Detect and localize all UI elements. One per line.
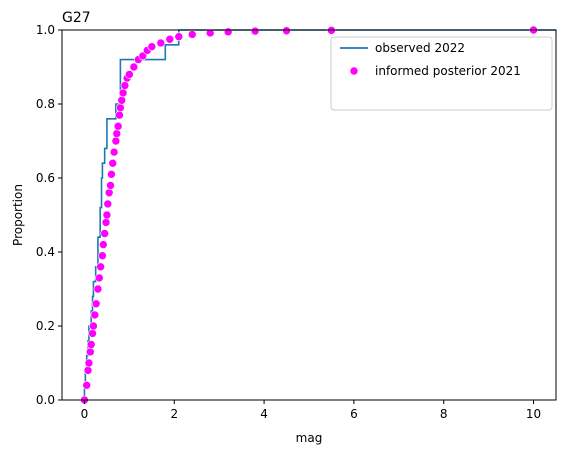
observed-ecdf-line [83,29,556,400]
legend-swatch-posterior [349,66,359,76]
chart-title: G27 [62,10,91,26]
posterior-point [112,129,122,138]
legend: observed 2022 informed posterior 2021 [330,36,553,111]
posterior-point [96,262,105,272]
axis-ticks: 0 2 4 6 8 10 0.0 0.2 0.4 0.6 0.8 1.0 [36,23,541,421]
y-tick-label: 0.8 [36,97,55,111]
posterior-point [84,358,94,368]
posterior-point [83,366,93,375]
y-tick-label: 1.0 [36,23,55,37]
x-tick-label: 6 [350,407,358,421]
posterior-point [223,27,233,37]
legend-label-posterior: informed posterior 2021 [375,64,521,78]
posterior-point [104,188,114,198]
posterior-point [205,28,215,38]
legend-label-observed: observed 2022 [375,41,465,55]
posterior-point [138,51,148,61]
posterior-point [94,273,104,283]
posterior-point [120,81,130,90]
posterior-point [115,110,124,120]
posterior-point [117,96,127,105]
posterior-point [102,210,112,220]
posterior-point [88,329,97,338]
posterior-point [82,380,91,390]
posterior-point [156,38,166,48]
x-axis-label: mag [296,431,323,445]
posterior-point [89,321,98,331]
posterior-point [98,251,107,260]
chart-marks [80,25,556,405]
posterior-point [282,26,291,36]
legend-box [330,36,553,111]
y-tick-label: 0.4 [36,245,55,259]
y-axis-label: Proportion [11,184,25,246]
y-tick-label: 0.2 [36,319,55,333]
posterior-point [99,240,108,249]
posterior-point [91,299,101,309]
posterior-point [103,199,113,209]
x-tick-label: 0 [81,407,89,421]
y-tick-label: 0.6 [36,171,55,185]
x-tick-label: 8 [440,407,448,421]
posterior-point [93,284,103,294]
posterior-point [100,229,109,238]
posterior-point [118,88,128,98]
posterior-point [109,147,119,157]
posterior-point [113,121,123,131]
posterior-point [129,62,139,72]
x-tick-label: 10 [526,407,541,421]
x-tick-label: 2 [170,407,178,421]
posterior-point [106,181,115,190]
posterior-point [116,103,125,112]
posterior-point [250,26,260,36]
posterior-point [187,30,197,39]
posterior-point [85,347,95,357]
posterior-point [147,42,157,51]
posterior-point [101,218,111,227]
y-tick-label: 0.0 [36,393,55,407]
posterior-point [111,136,121,146]
x-tick-label: 4 [260,407,268,421]
posterior-point [174,32,184,41]
posterior-point [125,70,134,79]
posterior-point [107,170,116,179]
posterior-point [86,340,96,349]
axes-frame [61,29,557,401]
posterior-point [165,34,175,44]
posterior-point [108,158,118,168]
posterior-point [90,310,100,320]
